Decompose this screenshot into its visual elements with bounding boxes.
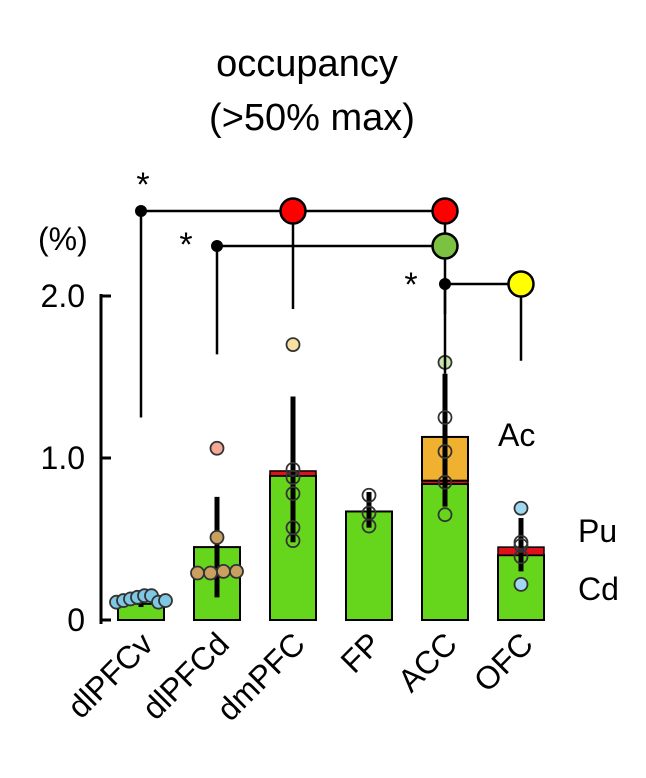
point-ACC-0 xyxy=(437,507,453,523)
y-axis-unit-label: (%) xyxy=(38,221,88,257)
axes: 0 1.0 2.0 xyxy=(41,278,111,638)
comparison-marker-1-ACC xyxy=(431,232,459,260)
x-tick-label-FP: FP xyxy=(334,625,388,679)
significance-star-0: * xyxy=(136,166,149,204)
stack-label-Ac: Ac xyxy=(498,417,535,453)
point-ACC-2 xyxy=(437,444,453,459)
point-dlPFCd-3 xyxy=(229,564,244,579)
significance-star-2: * xyxy=(404,266,417,304)
comparisons-layer: * * * xyxy=(135,166,535,418)
point-OFC-1 xyxy=(513,549,529,565)
comparison-marker-0-dmPFC xyxy=(279,197,307,225)
point-dlPFCd-4 xyxy=(209,529,225,545)
point-dmPFC-4 xyxy=(285,461,301,477)
x-tick-label-ACC: ACC xyxy=(391,625,464,698)
point-ACC-3 xyxy=(437,410,453,425)
bar-cd-FP xyxy=(345,510,393,621)
point-dmPFC-1 xyxy=(285,520,301,536)
chart-title-line2: (>50% max) xyxy=(209,97,415,139)
point-dlPFCv-7 xyxy=(158,593,173,608)
point-OFC-4 xyxy=(513,500,529,516)
point-dlPFCd-0 xyxy=(190,565,205,581)
stack-label-Pu: Pu xyxy=(578,513,617,549)
stack-label-Cd: Cd xyxy=(578,571,619,607)
comparison-origin-dot-2 xyxy=(439,278,451,290)
point-ACC-1 xyxy=(437,474,453,490)
comparison-origin-dot-1 xyxy=(211,240,223,252)
point-FP-1 xyxy=(361,505,377,521)
bar-cd-ACC xyxy=(421,482,469,622)
point-dmPFC-3 xyxy=(285,470,301,485)
point-OFC-0 xyxy=(513,576,529,592)
bars-layer xyxy=(117,435,545,622)
comparison-origin-dot-0 xyxy=(135,205,147,217)
y-tick-label-0: 0 xyxy=(67,602,85,638)
point-dlPFCd-5 xyxy=(209,440,225,456)
point-dlPFCd-2 xyxy=(216,564,231,579)
comparison-marker-0-ACC xyxy=(431,197,459,225)
point-OFC-3 xyxy=(513,534,529,550)
comparison-marker-2-OFC xyxy=(507,270,535,298)
point-dmPFC-5 xyxy=(285,337,301,353)
point-dlPFCd-1 xyxy=(203,565,218,581)
point-dmPFC-2 xyxy=(285,486,301,502)
x-tick-label-OFC: OFC xyxy=(467,625,540,698)
y-tick-label-2: 2.0 xyxy=(41,278,85,314)
y-tick-label-1: 1.0 xyxy=(41,440,85,476)
chart-title-line1: occupancy xyxy=(216,43,398,85)
significance-star-1: * xyxy=(179,226,192,264)
point-FP-2 xyxy=(361,487,377,503)
